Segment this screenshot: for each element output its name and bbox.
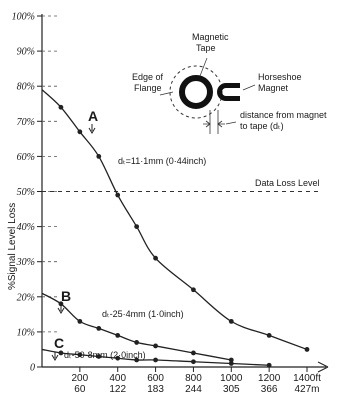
- series-c-line: [41, 348, 270, 366]
- label-leader: [159, 91, 174, 96]
- x-tick-label-m: 122: [109, 384, 126, 394]
- axis-arrow: [317, 366, 329, 373]
- series-b-point: [228, 357, 234, 363]
- distance-label: distance from magnet to tape (dₜ): [240, 110, 327, 131]
- series-c-annotation: dₜ-50·8mm (2·0inch): [64, 350, 146, 360]
- series-a-label: A: [88, 108, 98, 124]
- edge-of-flange-label: Edge of Flange: [132, 72, 164, 93]
- series-c-point: [96, 354, 102, 359]
- y-tick-label: 70%: [17, 117, 35, 128]
- y-tick-label: 30%: [16, 257, 35, 268]
- x-tick-label-ft: 400: [109, 373, 126, 384]
- series-b-label: B: [61, 288, 71, 304]
- magnetic-tape-label: Magnetic Tape: [192, 32, 229, 53]
- series-b-arrow: [57, 304, 65, 314]
- label-leader: [199, 57, 208, 77]
- series-a-point: [228, 318, 234, 324]
- x-tick-label-ft: 1400ft: [293, 373, 321, 384]
- x-tick-label-m: 427m: [294, 384, 319, 394]
- y-tick-label: 90%: [17, 47, 35, 58]
- y-tick-label: 60%: [17, 152, 35, 163]
- series-b-point: [77, 318, 83, 324]
- flange-edge-arc: [169, 65, 223, 119]
- horseshoe-magnet: [217, 83, 240, 101]
- x-tick-label-ft: 800: [185, 373, 202, 384]
- x-tick-label-ft: 200: [72, 373, 89, 384]
- series-a-point: [96, 154, 102, 159]
- x-tick-label-ft: 600: [147, 373, 164, 384]
- x-tick-label-m: 183: [147, 384, 164, 394]
- y-tick-label: 0: [30, 363, 35, 374]
- series-c-point: [77, 352, 83, 358]
- series-c-point: [191, 359, 196, 365]
- series-c-point: [266, 362, 272, 368]
- y-axis-title: %Signal Level Loss: [7, 203, 18, 290]
- y-tick-label: 20%: [17, 292, 35, 303]
- series-b-annotation: dₜ-25·4mm (1·0inch): [102, 309, 184, 319]
- series-c-point: [153, 357, 158, 363]
- series-b-point: [58, 301, 64, 307]
- data-loss-level-label: Data Loss Level: [255, 178, 320, 188]
- series-c-point: [134, 357, 140, 363]
- tape-reel: [179, 75, 213, 109]
- y-tick-label: 80%: [17, 82, 35, 93]
- y-tick-label: 100%: [12, 12, 35, 23]
- series-c-point: [115, 355, 121, 361]
- series-a-annotation: dₜ=11·1mm (0·44inch): [118, 156, 206, 166]
- series-b-point: [115, 333, 121, 338]
- x-tick-label-m: 60: [74, 384, 86, 394]
- x-tick-label-ft: 1200: [258, 373, 281, 384]
- series-b-point: [96, 325, 102, 331]
- distance-arrow: [203, 120, 225, 128]
- axis-arrow: [317, 361, 329, 368]
- x-tick-label-m: 305: [223, 384, 240, 394]
- series-b-point: [153, 343, 158, 349]
- series-a-arrow: [88, 124, 96, 134]
- series-c-arrow: [51, 352, 59, 361]
- series-a-point: [134, 224, 140, 230]
- series-c-point: [58, 350, 64, 356]
- x-tick-label-ft: 1000: [220, 373, 243, 384]
- series-a-point: [153, 255, 158, 261]
- horseshoe-magnet-label: Horseshoe Magnet: [258, 72, 302, 93]
- series-a-point: [77, 129, 83, 135]
- series-a-point: [115, 192, 121, 198]
- y-tick-label: 10%: [17, 327, 35, 338]
- y-tick-label: 40%: [17, 222, 35, 233]
- x-tick-label-m: 366: [261, 384, 278, 394]
- label-leader: [242, 84, 256, 91]
- series-c-label: C: [54, 335, 64, 351]
- tape-magnet-diagram: Magnetic Tape Edge of Flange Horseshoe Magn…: [132, 32, 327, 134]
- series-c-point: [228, 361, 234, 366]
- series-a-point: [266, 333, 272, 338]
- series-a-point: [191, 287, 196, 293]
- x-tick-label-m: 244: [185, 384, 202, 394]
- series-b-point: [191, 350, 196, 356]
- y-tick-label: 50%: [17, 187, 35, 198]
- series-b-point: [134, 340, 140, 345]
- label-leader: [225, 121, 237, 125]
- series-a-point: [304, 347, 310, 352]
- series-a-point: [58, 104, 64, 110]
